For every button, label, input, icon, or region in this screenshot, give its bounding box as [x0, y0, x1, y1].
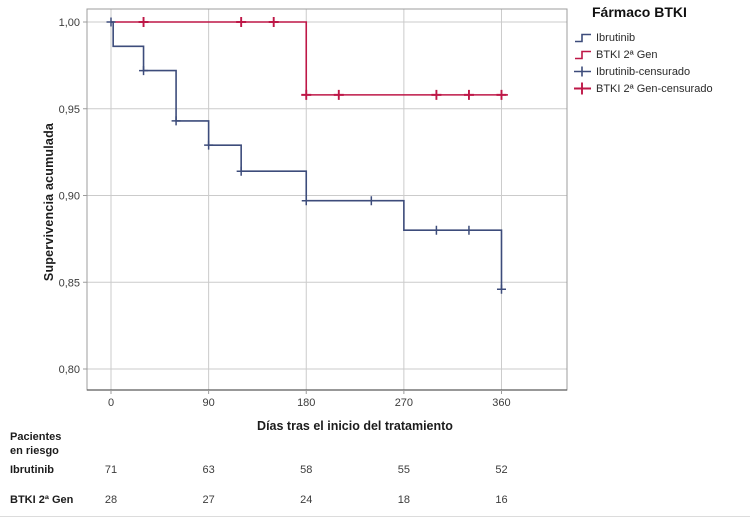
x-tick-label: 270: [395, 397, 413, 409]
censor-mark-ibrutinib: [464, 225, 474, 235]
risk-row-label: BTKI 2ª Gen: [10, 494, 74, 506]
y-tick-label: 1,00: [59, 17, 80, 29]
risk-count: 55: [397, 464, 410, 476]
censor-mark-btki-2-gen: [301, 89, 312, 100]
censor-mark-btki-2-gen: [431, 89, 442, 100]
risk-count: 63: [202, 464, 215, 476]
legend-item-label: Ibrutinib-censurado: [596, 65, 691, 78]
x-axis-title: Días tras el inicio del tratamiento: [257, 419, 453, 433]
censor-mark-ibrutinib: [204, 140, 214, 150]
step-line-icon: [575, 50, 591, 60]
legend-item-label: BTKI 2ª Gen-censurado: [596, 82, 713, 95]
censor-mark-ibrutinib: [106, 17, 116, 27]
bottom-divider: [0, 516, 750, 517]
risk-count: 16: [495, 494, 508, 506]
legend-item-btki-2gen: BTKI 2ª Gen: [574, 46, 748, 63]
censor-mark-btki-2-gen: [138, 17, 149, 27]
risk-table-header: Pacientes en riesgo: [10, 431, 62, 457]
legend: Fármaco BTKI Ibrutinib BTKI 2ª Gen Ibrut…: [574, 4, 748, 97]
plot-frame: [86, 8, 568, 391]
y-tick-label: 0,85: [59, 277, 80, 289]
censor-mark-ibrutinib: [236, 166, 246, 176]
censor-mark-ibrutinib: [139, 66, 149, 76]
x-tick-label: 180: [297, 397, 315, 409]
risk-count: 52: [495, 464, 508, 476]
risk-row-label: Ibrutinib: [10, 464, 54, 476]
y-axis-title: Supervivencia acumulada: [42, 122, 56, 282]
y-tick-label: 0,95: [59, 104, 80, 116]
censor-mark-btki-2-gen: [463, 89, 474, 100]
censor-mark-btki-2-gen: [236, 17, 247, 27]
censor-mark-ibrutinib: [496, 284, 506, 294]
plus-censor-icon: [574, 66, 591, 77]
censor-mark-ibrutinib: [301, 196, 311, 206]
risk-count: 18: [397, 494, 410, 506]
legend-item-ibrutinib-censored: Ibrutinib-censurado: [574, 63, 748, 80]
km-curve-btki-2-gen: [111, 21, 508, 96]
x-tick-label: 0: [108, 397, 114, 409]
y-tick-label: 0,90: [59, 191, 80, 203]
legend-item-label: BTKI 2ª Gen: [596, 48, 658, 61]
risk-count: 27: [202, 494, 215, 506]
censor-mark-ibrutinib: [171, 116, 181, 126]
risk-count: 58: [300, 464, 313, 476]
censor-mark-ibrutinib: [366, 196, 376, 206]
censor-mark-btki-2-gen: [333, 89, 344, 100]
censor-mark-ibrutinib: [431, 225, 441, 235]
step-line-icon: [575, 33, 591, 43]
x-tick-label: 360: [492, 397, 510, 409]
plus-censor-icon: [574, 82, 591, 95]
risk-count: 71: [104, 464, 118, 476]
censor-mark-btki-2-gen: [496, 89, 507, 100]
risk-count: 24: [300, 494, 313, 506]
legend-item-btki-2gen-censored: BTKI 2ª Gen-censurado: [574, 80, 748, 97]
legend-item-label: Ibrutinib: [596, 31, 636, 44]
y-tick-label: 0,80: [59, 364, 80, 376]
risk-count: 28: [104, 494, 118, 506]
legend-title: Fármaco BTKI: [592, 4, 687, 20]
legend-item-ibrutinib: Ibrutinib: [574, 29, 748, 46]
censor-mark-btki-2-gen: [268, 17, 279, 27]
x-tick-label: 90: [202, 397, 214, 409]
